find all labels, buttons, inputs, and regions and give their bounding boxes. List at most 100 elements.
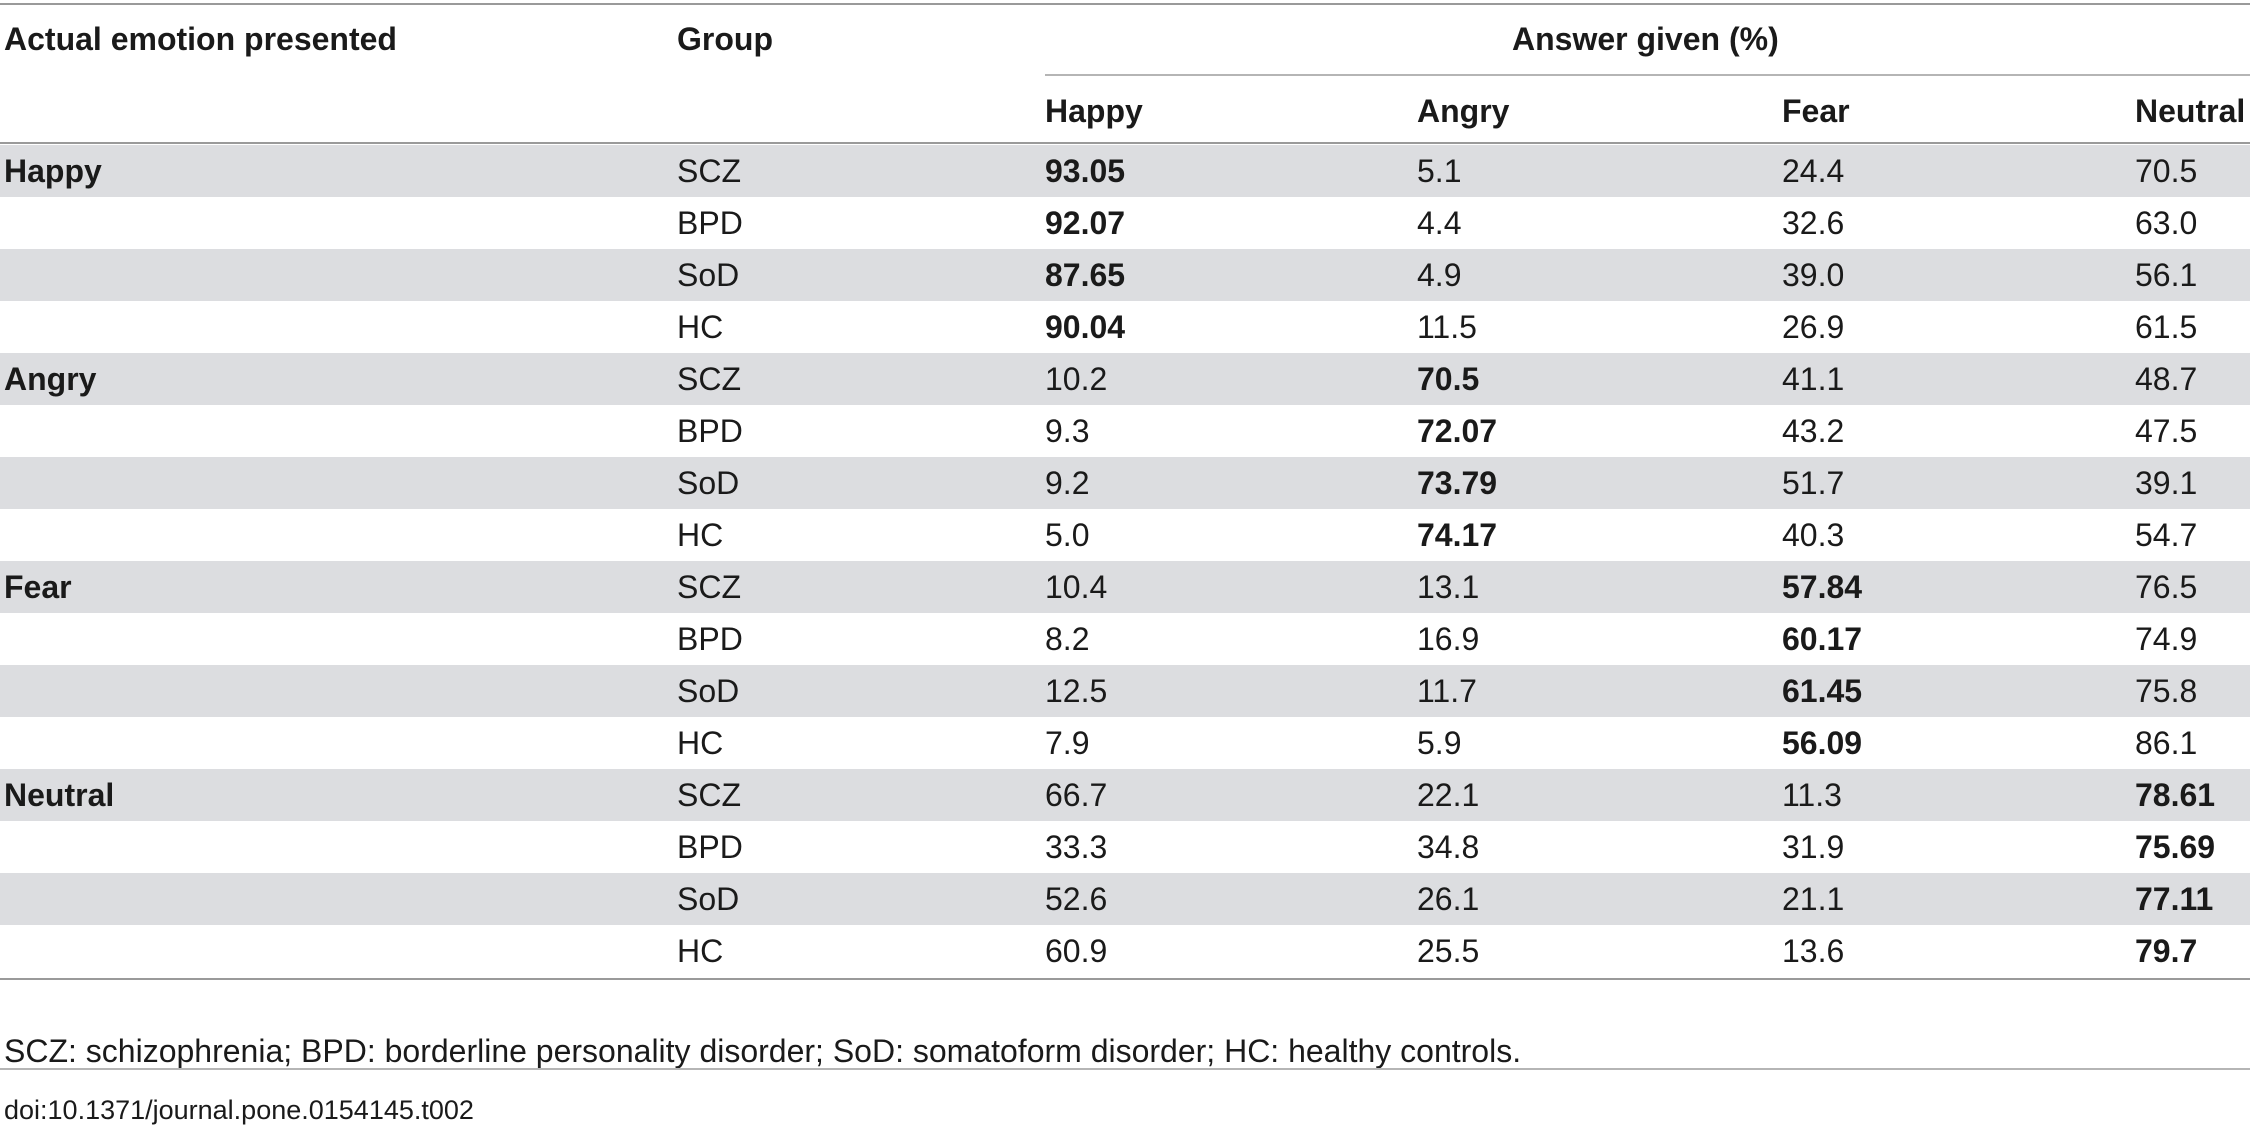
value-cell-neutral: 39.1 xyxy=(2135,465,2198,501)
value-cell-fear: 41.1 xyxy=(1782,361,1845,397)
table-row: HC 90.04 11.5 26.9 61.5 xyxy=(0,301,2250,353)
value-cell-angry: 4.9 xyxy=(1417,257,1462,293)
value-cell-neutral: 79.7 xyxy=(2135,933,2198,969)
value-cell-happy: 60.9 xyxy=(1045,933,1108,969)
emotion-cell: Neutral xyxy=(4,777,115,813)
group-cell: SCZ xyxy=(677,361,741,397)
group-cell: SCZ xyxy=(677,777,741,813)
group-cell: SoD xyxy=(677,881,740,917)
value-cell-happy: 7.9 xyxy=(1045,725,1090,761)
header-answer-neutral: Neutral xyxy=(2135,93,2246,129)
group-cell: HC xyxy=(677,933,724,969)
value-cell-angry: 11.7 xyxy=(1417,673,1477,709)
group-cell: BPD xyxy=(677,829,743,865)
value-cell-neutral: 75.69 xyxy=(2135,829,2216,865)
table-row: BPD 9.3 72.07 43.2 47.5 xyxy=(0,405,2250,457)
value-cell-neutral: 74.9 xyxy=(2135,621,2198,657)
group-cell: BPD xyxy=(677,621,743,657)
value-cell-fear: 26.9 xyxy=(1782,309,1845,345)
value-cell-angry: 25.5 xyxy=(1417,933,1480,969)
table-row: BPD 92.07 4.4 32.6 63.0 xyxy=(0,197,2250,249)
doi-text: doi:10.1371/journal.pone.0154145.t002 xyxy=(4,1095,474,1125)
value-cell-happy: 33.3 xyxy=(1045,829,1108,865)
value-cell-happy: 10.2 xyxy=(1045,361,1108,397)
group-cell: BPD xyxy=(677,413,743,449)
value-cell-angry: 16.9 xyxy=(1417,621,1480,657)
value-cell-fear: 24.4 xyxy=(1782,153,1845,189)
table-row: Neutral SCZ 66.7 22.1 11.3 78.61 xyxy=(0,769,2250,821)
table-row: HC 5.0 74.17 40.3 54.7 xyxy=(0,509,2250,561)
group-cell: SCZ xyxy=(677,569,741,605)
value-cell-fear: 13.6 xyxy=(1782,933,1845,969)
group-cell: HC xyxy=(677,725,724,761)
value-cell-neutral: 76.5 xyxy=(2135,569,2198,605)
value-cell-neutral: 61.5 xyxy=(2135,309,2198,345)
table-row: SoD 12.5 11.7 61.45 75.8 xyxy=(0,665,2250,717)
emotion-cell: Fear xyxy=(4,569,72,605)
value-cell-angry: 34.8 xyxy=(1417,829,1480,865)
group-cell: SCZ xyxy=(677,153,741,189)
value-cell-angry: 11.5 xyxy=(1417,309,1477,345)
emotion-cell: Happy xyxy=(4,153,102,189)
group-cell: SoD xyxy=(677,465,740,501)
value-cell-happy: 66.7 xyxy=(1045,777,1108,813)
value-cell-neutral: 70.5 xyxy=(2135,153,2198,189)
value-cell-happy: 87.65 xyxy=(1045,257,1126,293)
table-bottom-rule xyxy=(0,978,2250,980)
value-cell-angry: 13.1 xyxy=(1417,569,1480,605)
value-cell-angry: 22.1 xyxy=(1417,777,1480,813)
group-cell: SoD xyxy=(677,673,740,709)
value-cell-fear: 51.7 xyxy=(1782,465,1845,501)
value-cell-happy: 8.2 xyxy=(1045,621,1090,657)
value-cell-angry: 74.17 xyxy=(1417,517,1498,553)
value-cell-fear: 43.2 xyxy=(1782,413,1845,449)
value-cell-happy: 92.07 xyxy=(1045,205,1126,241)
header-group: Group xyxy=(677,21,773,57)
header-answer-given: Answer given (%) xyxy=(1512,21,1779,57)
value-cell-happy: 90.04 xyxy=(1045,309,1126,345)
value-cell-fear: 40.3 xyxy=(1782,517,1845,553)
table-top-rule xyxy=(0,3,2250,5)
value-cell-neutral: 63.0 xyxy=(2135,205,2198,241)
value-cell-neutral: 47.5 xyxy=(2135,413,2198,449)
value-cell-neutral: 56.1 xyxy=(2135,257,2198,293)
header-actual-emotion: Actual emotion presented xyxy=(4,21,397,57)
value-cell-happy: 9.2 xyxy=(1045,465,1090,501)
group-cell: HC xyxy=(677,517,724,553)
table-footnote: SCZ: schizophrenia; BPD: borderline pers… xyxy=(4,1033,1522,1069)
value-cell-angry: 70.5 xyxy=(1417,361,1480,397)
value-cell-fear: 21.1 xyxy=(1782,881,1845,917)
table-row: SoD 52.6 26.1 21.1 77.11 xyxy=(0,873,2250,925)
value-cell-angry: 72.07 xyxy=(1417,413,1498,449)
value-cell-fear: 57.84 xyxy=(1782,569,1863,605)
group-cell: BPD xyxy=(677,205,743,241)
value-cell-neutral: 77.11 xyxy=(2135,881,2214,917)
value-cell-happy: 12.5 xyxy=(1045,673,1108,709)
value-cell-fear: 60.17 xyxy=(1782,621,1863,657)
value-cell-neutral: 78.61 xyxy=(2135,777,2216,813)
value-cell-fear: 56.09 xyxy=(1782,725,1863,761)
group-cell: HC xyxy=(677,309,724,345)
value-cell-fear: 32.6 xyxy=(1782,205,1845,241)
value-cell-happy: 5.0 xyxy=(1045,517,1090,553)
value-cell-neutral: 54.7 xyxy=(2135,517,2198,553)
value-cell-neutral: 75.8 xyxy=(2135,673,2198,709)
table-row: HC 7.9 5.9 56.09 86.1 xyxy=(0,717,2250,769)
emotion-cell: Angry xyxy=(4,361,97,397)
value-cell-happy: 9.3 xyxy=(1045,413,1090,449)
value-cell-fear: 31.9 xyxy=(1782,829,1845,865)
value-cell-fear: 11.3 xyxy=(1782,777,1842,813)
value-cell-neutral: 48.7 xyxy=(2135,361,2198,397)
footnote-rule xyxy=(0,1068,2250,1070)
value-cell-happy: 10.4 xyxy=(1045,569,1108,605)
header-bottom-rule xyxy=(0,142,2250,144)
value-cell-angry: 5.1 xyxy=(1417,153,1462,189)
table-row: SoD 9.2 73.79 51.7 39.1 xyxy=(0,457,2250,509)
table-row: SoD 87.65 4.9 39.0 56.1 xyxy=(0,249,2250,301)
table-row: Fear SCZ 10.4 13.1 57.84 76.5 xyxy=(0,561,2250,613)
value-cell-angry: 26.1 xyxy=(1417,881,1480,917)
table-row: Angry SCZ 10.2 70.5 41.1 48.7 xyxy=(0,353,2250,405)
value-cell-happy: 52.6 xyxy=(1045,881,1108,917)
table-row: HC 60.9 25.5 13.6 79.7 xyxy=(0,925,2250,977)
header-answer-angry: Angry xyxy=(1417,93,1510,129)
